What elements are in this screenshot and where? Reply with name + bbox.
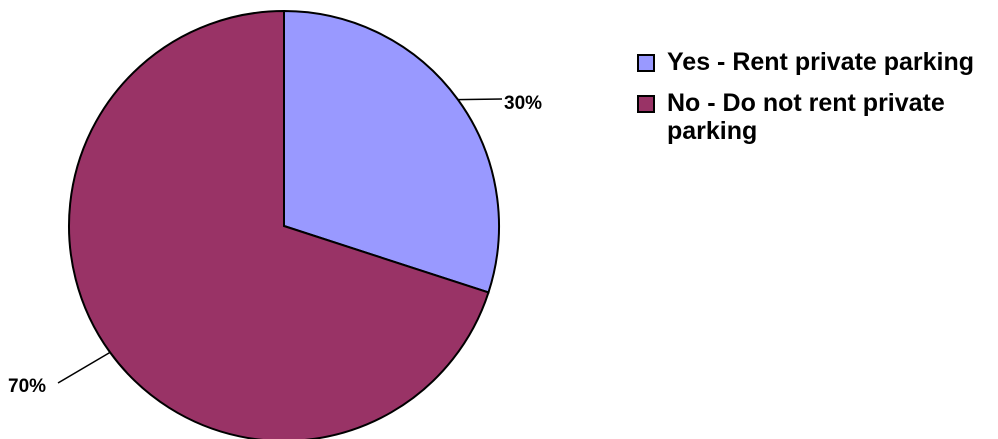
legend-item-yes: Yes - Rent private parking <box>637 48 997 76</box>
legend-label-no: No - Do not rent private parking <box>667 89 945 145</box>
legend-item-no: No - Do not rent private parking <box>637 89 997 145</box>
legend-swatch-no <box>637 95 655 113</box>
legend-label-yes: Yes - Rent private parking <box>667 48 975 76</box>
leader-line-yes <box>457 98 503 101</box>
slice-label-yes: 30% <box>504 93 542 114</box>
pie-slices <box>68 9 500 439</box>
leader-line-no <box>57 351 111 384</box>
leader-lines <box>57 98 503 384</box>
legend-swatch-yes <box>637 54 655 72</box>
slice-label-no: 70% <box>8 376 46 397</box>
legend: Yes - Rent private parking No - Do not r… <box>637 48 997 158</box>
